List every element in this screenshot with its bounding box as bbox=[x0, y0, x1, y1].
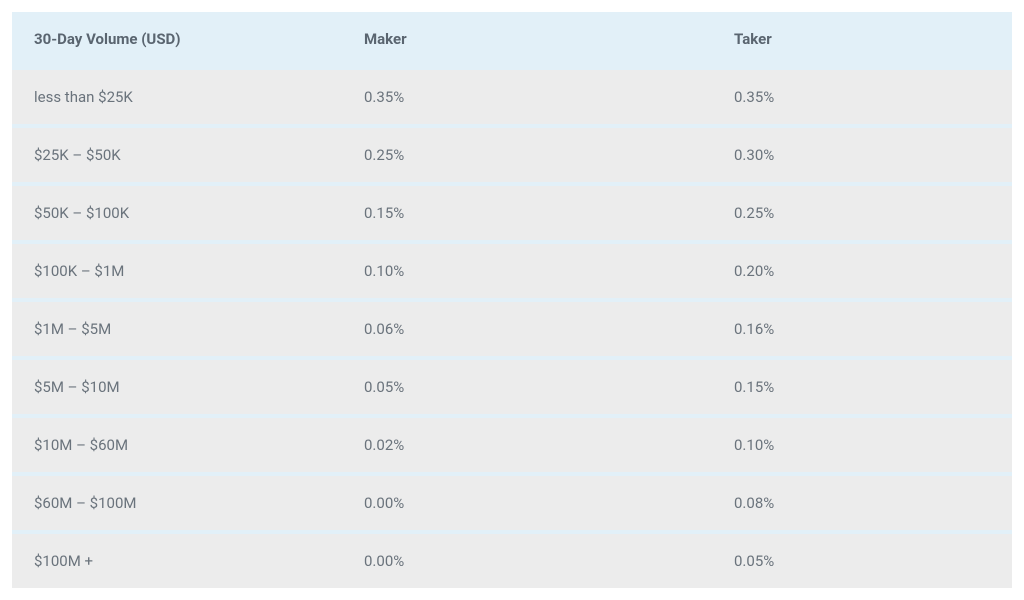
cell-maker: 0.15% bbox=[342, 184, 712, 242]
cell-maker: 0.10% bbox=[342, 242, 712, 300]
cell-taker: 0.20% bbox=[712, 242, 1012, 300]
fee-schedule-table: 30-Day Volume (USD) Maker Taker less tha… bbox=[12, 12, 1012, 588]
table-row: $25K – $50K 0.25% 0.30% bbox=[12, 126, 1012, 184]
cell-taker: 0.25% bbox=[712, 184, 1012, 242]
cell-volume: $100M + bbox=[12, 532, 342, 588]
cell-volume: $50K – $100K bbox=[12, 184, 342, 242]
cell-taker: 0.05% bbox=[712, 532, 1012, 588]
cell-taker: 0.15% bbox=[712, 358, 1012, 416]
column-header-volume: 30-Day Volume (USD) bbox=[12, 12, 342, 68]
cell-taker: 0.16% bbox=[712, 300, 1012, 358]
cell-taker: 0.08% bbox=[712, 474, 1012, 532]
table-row: $60M – $100M 0.00% 0.08% bbox=[12, 474, 1012, 532]
column-header-taker: Taker bbox=[712, 12, 1012, 68]
cell-maker: 0.25% bbox=[342, 126, 712, 184]
cell-volume: $25K – $50K bbox=[12, 126, 342, 184]
table-row: $1M – $5M 0.06% 0.16% bbox=[12, 300, 1012, 358]
cell-maker: 0.35% bbox=[342, 68, 712, 126]
table-row: $100K – $1M 0.10% 0.20% bbox=[12, 242, 1012, 300]
cell-volume: $1M – $5M bbox=[12, 300, 342, 358]
cell-maker: 0.00% bbox=[342, 532, 712, 588]
cell-volume: less than $25K bbox=[12, 68, 342, 126]
table-row: $5M – $10M 0.05% 0.15% bbox=[12, 358, 1012, 416]
cell-taker: 0.30% bbox=[712, 126, 1012, 184]
table-body: less than $25K 0.35% 0.35% $25K – $50K 0… bbox=[12, 68, 1012, 588]
cell-taker: 0.35% bbox=[712, 68, 1012, 126]
cell-volume: $60M – $100M bbox=[12, 474, 342, 532]
cell-volume: $100K – $1M bbox=[12, 242, 342, 300]
cell-volume: $10M – $60M bbox=[12, 416, 342, 474]
table-header-row: 30-Day Volume (USD) Maker Taker bbox=[12, 12, 1012, 68]
table-row: $100M + 0.00% 0.05% bbox=[12, 532, 1012, 588]
table-row: less than $25K 0.35% 0.35% bbox=[12, 68, 1012, 126]
cell-maker: 0.05% bbox=[342, 358, 712, 416]
cell-maker: 0.06% bbox=[342, 300, 712, 358]
cell-taker: 0.10% bbox=[712, 416, 1012, 474]
cell-maker: 0.00% bbox=[342, 474, 712, 532]
column-header-maker: Maker bbox=[342, 12, 712, 68]
table-row: $50K – $100K 0.15% 0.25% bbox=[12, 184, 1012, 242]
cell-maker: 0.02% bbox=[342, 416, 712, 474]
cell-volume: $5M – $10M bbox=[12, 358, 342, 416]
table-row: $10M – $60M 0.02% 0.10% bbox=[12, 416, 1012, 474]
